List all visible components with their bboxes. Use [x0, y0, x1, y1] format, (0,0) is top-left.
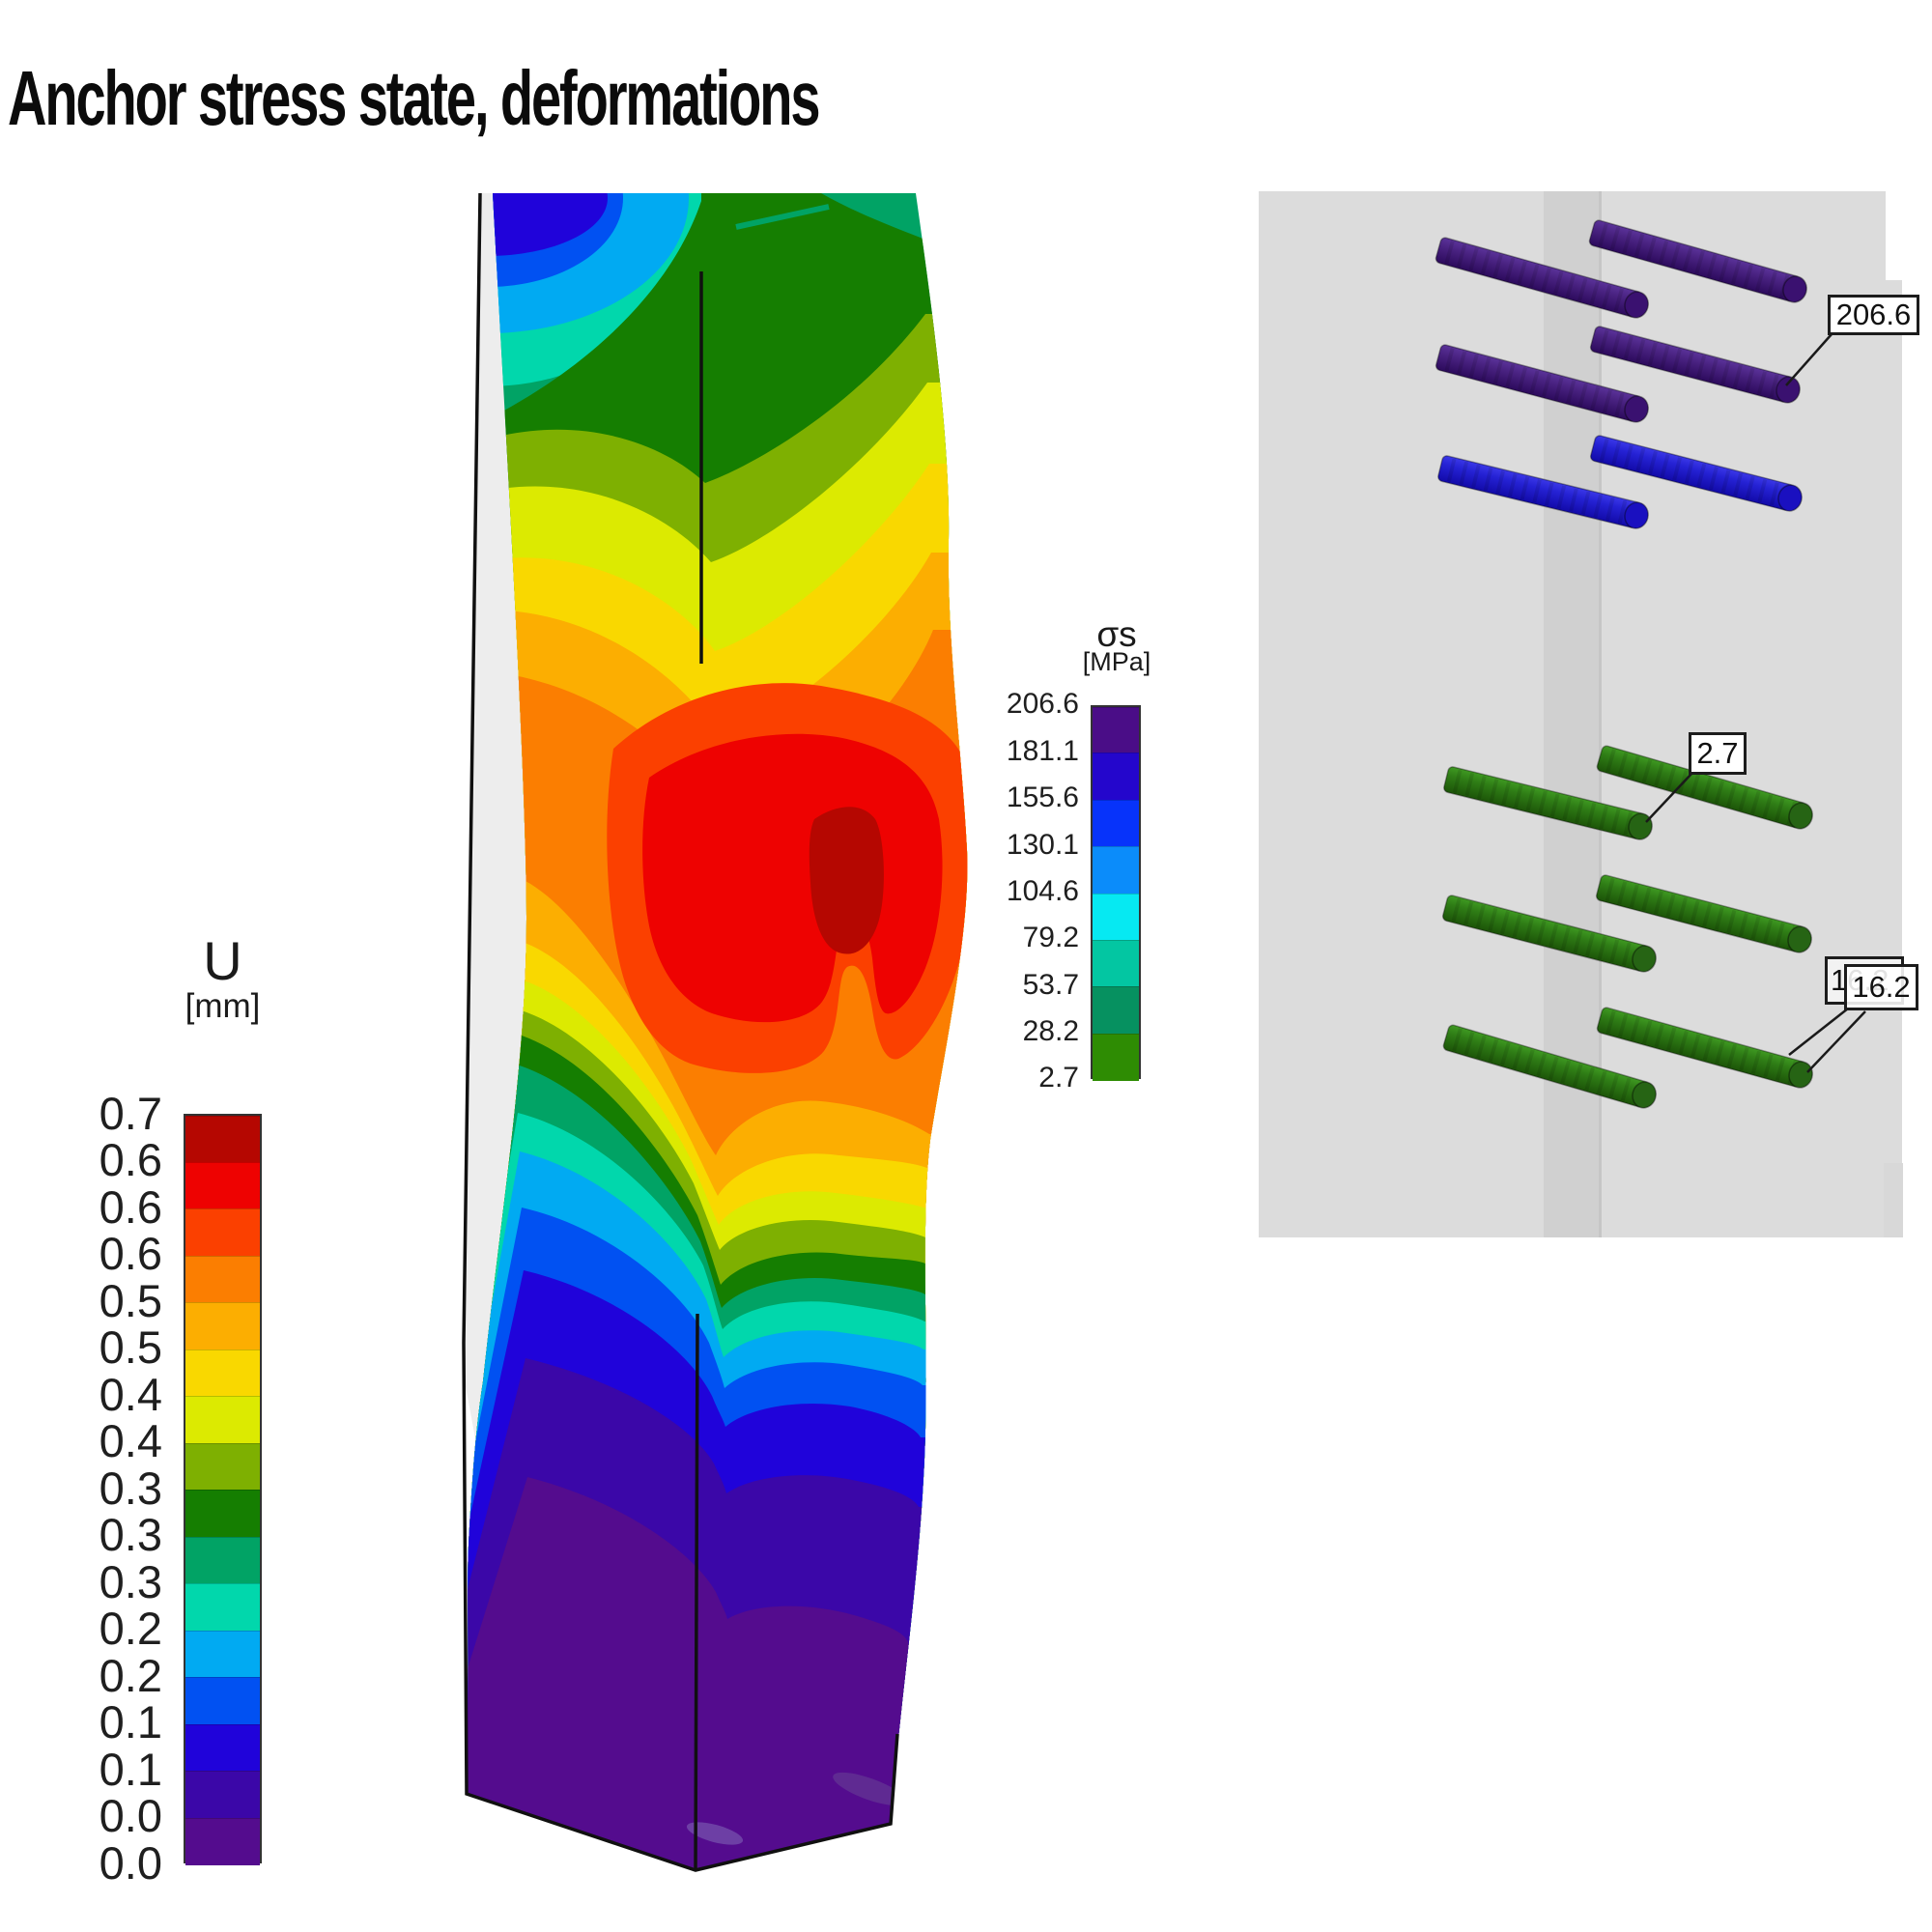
s-legend-tick: 155.6: [1006, 781, 1079, 814]
u-legend-tick: 0.2: [99, 1603, 162, 1655]
s-legend-tick: 104.6: [1006, 874, 1079, 907]
u-legend-unit: [mm]: [185, 987, 261, 1025]
legend-color-band: [185, 1536, 260, 1584]
u-legend-tick: 0.1: [99, 1696, 162, 1748]
u-legend-tick: 0.0: [99, 1836, 162, 1889]
u-legend-tick: 0.1: [99, 1743, 162, 1795]
u-legend-colorbar: [184, 1114, 262, 1865]
anchor-rod-green: [1596, 745, 1813, 830]
hotspot-darkred-core: [809, 807, 884, 954]
callout-min-stress: 2.7: [1689, 732, 1747, 775]
legend-color-band: [185, 1302, 260, 1350]
legend-color-band: [185, 1396, 260, 1444]
s-legend-tick: 181.1: [1006, 734, 1079, 767]
s-legend-colorbar: [1091, 705, 1141, 1081]
anchor-rod-purple: [1588, 219, 1807, 303]
anchor-rod-purple: [1435, 344, 1649, 423]
legend-color-band: [1093, 846, 1139, 895]
legend-color-band: [1093, 753, 1139, 801]
page-title: Anchor stress state, deformations: [8, 54, 820, 141]
anchor-rod-purple: [1435, 237, 1649, 319]
u-legend-tick: 0.4: [99, 1368, 162, 1420]
u-legend-tick: 0.6: [99, 1180, 162, 1233]
legend-color-band: [185, 1723, 260, 1772]
column-undeformed-gap: [464, 193, 526, 1449]
column-contour: [467, 193, 968, 1870]
legend-color-band: [185, 1161, 260, 1209]
purple-highlight-patch: [686, 1822, 744, 1845]
s-legend-title: σs: [1096, 614, 1137, 654]
legend-color-band: [1093, 986, 1139, 1035]
legend-color-band: [185, 1349, 260, 1397]
hotspot-red: [642, 733, 943, 1023]
legend-color-band: [1093, 893, 1139, 941]
leader-mid-stress-a: [1788, 1008, 1849, 1056]
u-legend-title: U: [203, 930, 242, 991]
callout-leaders: [1645, 333, 1866, 1073]
leader-mid-stress-b: [1806, 1010, 1866, 1073]
legend-color-band: [185, 1677, 260, 1725]
u-legend-tick: 0.6: [99, 1134, 162, 1186]
callout-mid-stress-front: 16.2: [1844, 964, 1918, 1010]
legend-color-band: [185, 1583, 260, 1632]
anchor-rod-blue: [1589, 435, 1803, 512]
anchor-rod-green: [1442, 1024, 1657, 1109]
wall-seam: [1599, 191, 1602, 1237]
legend-color-band: [1093, 799, 1139, 848]
legend-color-band: [185, 1490, 260, 1538]
s-legend-tick: 130.1: [1006, 828, 1079, 861]
purple-highlight-patch: [833, 1772, 906, 1806]
u-legend-tick: 0.3: [99, 1555, 162, 1607]
legend-color-band: [185, 1771, 260, 1819]
band-seagreen-sliver: [735, 204, 830, 230]
s-legend-unit: [MPa]: [1082, 647, 1151, 676]
u-legend-tick: 0.0: [99, 1790, 162, 1842]
legend-color-band: [185, 1208, 260, 1257]
anchor-rod-blue: [1437, 455, 1649, 529]
u-legend-tick: 0.4: [99, 1415, 162, 1467]
leader-max-stress: [1785, 333, 1833, 386]
wall-notch: [1886, 191, 1903, 280]
s-legend-tick: 53.7: [1022, 968, 1079, 1001]
legend-color-band: [185, 1255, 260, 1303]
anchor-rod-green: [1595, 874, 1812, 953]
anchor-rods-group: [1435, 219, 1813, 1109]
legend-color-band: [185, 1442, 260, 1491]
anchor-rod-purple: [1589, 326, 1801, 404]
legend-color-band: [185, 1817, 260, 1865]
u-legend-tick: 0.2: [99, 1649, 162, 1701]
anchor-rod-green: [1596, 1007, 1813, 1089]
u-legend-tick: 0.5: [99, 1274, 162, 1326]
column-outline: [462, 192, 899, 1872]
u-legend-tick: 0.3: [99, 1509, 162, 1561]
s-legend-tick: 28.2: [1022, 1015, 1079, 1048]
s-legend-tick: 206.6: [1006, 688, 1079, 721]
anchor-rod-green: [1441, 895, 1657, 973]
s-legend-tick: 2.7: [1038, 1062, 1079, 1094]
u-legend-tick: 0.6: [99, 1228, 162, 1280]
legend-color-band: [1093, 707, 1139, 755]
legend-color-band: [1093, 1033, 1139, 1081]
column-face-edge-bottom: [694, 1313, 699, 1870]
s-legend-tick: 79.2: [1022, 922, 1079, 954]
legend-color-band: [185, 1630, 260, 1678]
wall-step: [1884, 1163, 1903, 1237]
anchor-rod-green: [1443, 766, 1653, 840]
u-legend-tick: 0.5: [99, 1321, 162, 1374]
legend-color-band: [1093, 939, 1139, 988]
callout-max-stress: 206.6: [1828, 295, 1919, 335]
u-legend-tick: 0.3: [99, 1462, 162, 1514]
leader-min-stress: [1645, 773, 1692, 823]
u-legend-tick: 0.7: [99, 1087, 162, 1139]
legend-color-band: [185, 1116, 260, 1164]
